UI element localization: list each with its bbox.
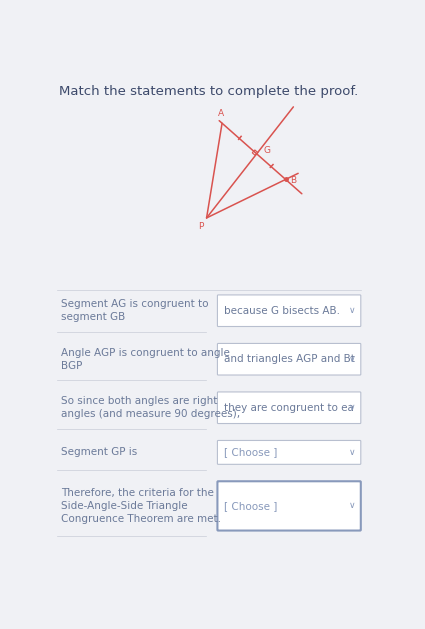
Text: ∨: ∨ (349, 501, 356, 510)
FancyBboxPatch shape (218, 343, 361, 375)
FancyBboxPatch shape (218, 295, 361, 326)
Text: B: B (290, 175, 296, 185)
Text: So since both angles are right
angles (and measure 90 degrees),: So since both angles are right angles (a… (61, 396, 240, 419)
Text: they are congruent to ea: they are congruent to ea (224, 403, 354, 413)
FancyBboxPatch shape (218, 440, 361, 464)
Text: [ Choose ]: [ Choose ] (224, 501, 277, 511)
Text: Segment GP is: Segment GP is (61, 447, 137, 457)
Text: A: A (218, 109, 224, 118)
Text: and triangles AGP and Bt: and triangles AGP and Bt (224, 354, 354, 364)
Text: ∨: ∨ (349, 355, 356, 364)
Text: P: P (198, 222, 204, 231)
Text: ∨: ∨ (349, 306, 356, 315)
FancyBboxPatch shape (218, 481, 361, 530)
FancyBboxPatch shape (218, 392, 361, 423)
Text: Angle AGP is congruent to angle
BGP: Angle AGP is congruent to angle BGP (61, 348, 230, 370)
Text: Therefore, the criteria for the
Side-Angle-Side Triangle
Congruence Theorem are : Therefore, the criteria for the Side-Ang… (61, 488, 221, 524)
Text: Match the statements to complete the proof.: Match the statements to complete the pro… (60, 85, 359, 97)
Text: because G bisects AB.: because G bisects AB. (224, 306, 340, 316)
Text: ∨: ∨ (349, 448, 356, 457)
Text: G: G (264, 147, 271, 155)
Text: Segment AG is congruent to
segment GB: Segment AG is congruent to segment GB (61, 299, 208, 322)
Text: [ Choose ]: [ Choose ] (224, 447, 277, 457)
Text: ∨: ∨ (349, 403, 356, 412)
